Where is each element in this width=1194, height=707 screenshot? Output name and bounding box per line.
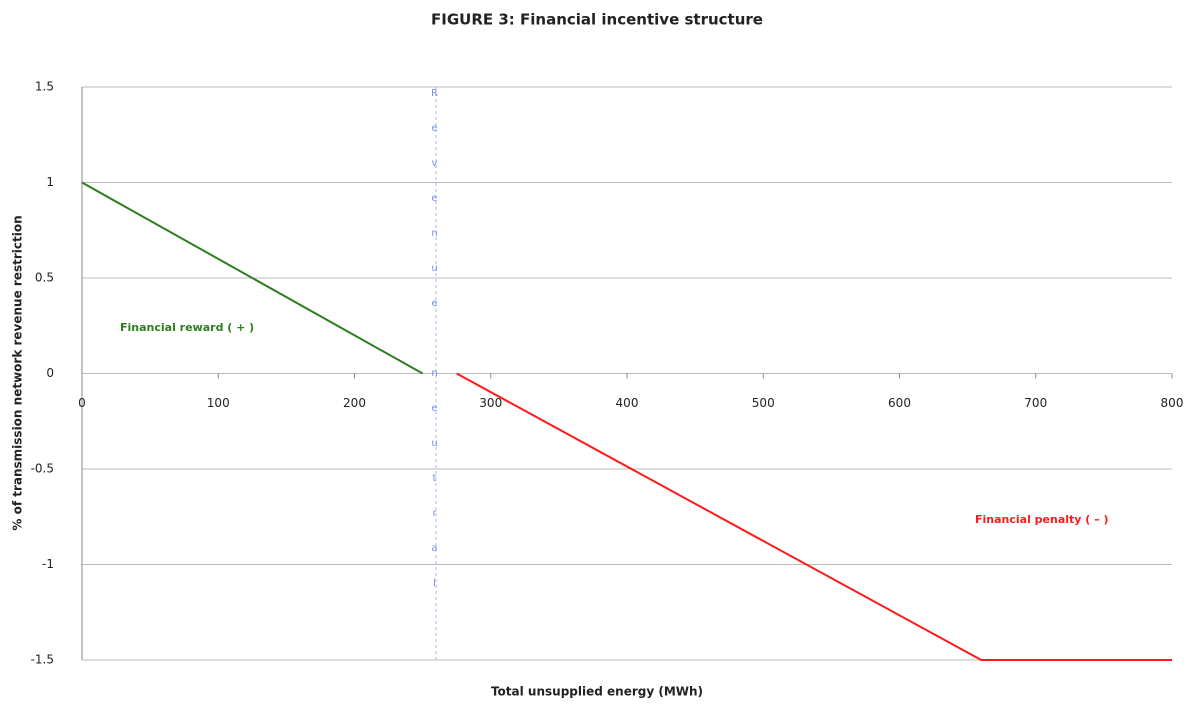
y-axis-title: % of transmission network revenue restri… bbox=[11, 215, 25, 530]
y-tick-label: -0.5 bbox=[31, 462, 54, 476]
y-tick-label: -1.5 bbox=[31, 653, 54, 667]
y-tick-label: 1.5 bbox=[35, 80, 54, 94]
x-tick-label: 800 bbox=[1161, 396, 1184, 410]
chart-title: FIGURE 3: Financial incentive structure bbox=[431, 11, 763, 29]
x-tick-label: 700 bbox=[1024, 396, 1047, 410]
reward-annotation: Financial reward ( + ) bbox=[120, 321, 254, 334]
x-axis-title: Total unsupplied energy (MWh) bbox=[491, 685, 703, 699]
y-tick-label: 0.5 bbox=[35, 271, 54, 285]
y-tick-label: -1 bbox=[42, 557, 54, 571]
x-tick-label: 100 bbox=[207, 396, 230, 410]
x-tick-label: 600 bbox=[888, 396, 911, 410]
penalty-annotation: Financial penalty ( – ) bbox=[975, 513, 1109, 526]
x-tick-label: 300 bbox=[479, 396, 502, 410]
x-tick-label: 200 bbox=[343, 396, 366, 410]
x-tick-label: 500 bbox=[752, 396, 775, 410]
series-line bbox=[81, 181, 424, 375]
x-tick-label: 400 bbox=[616, 396, 639, 410]
series-line bbox=[456, 372, 1172, 661]
y-tick-label: 1 bbox=[46, 175, 54, 189]
y-tick-label: 0 bbox=[46, 366, 54, 380]
neutral-annotation: Revenue neutral bbox=[429, 88, 440, 613]
x-tick-label: 0 bbox=[78, 396, 86, 410]
